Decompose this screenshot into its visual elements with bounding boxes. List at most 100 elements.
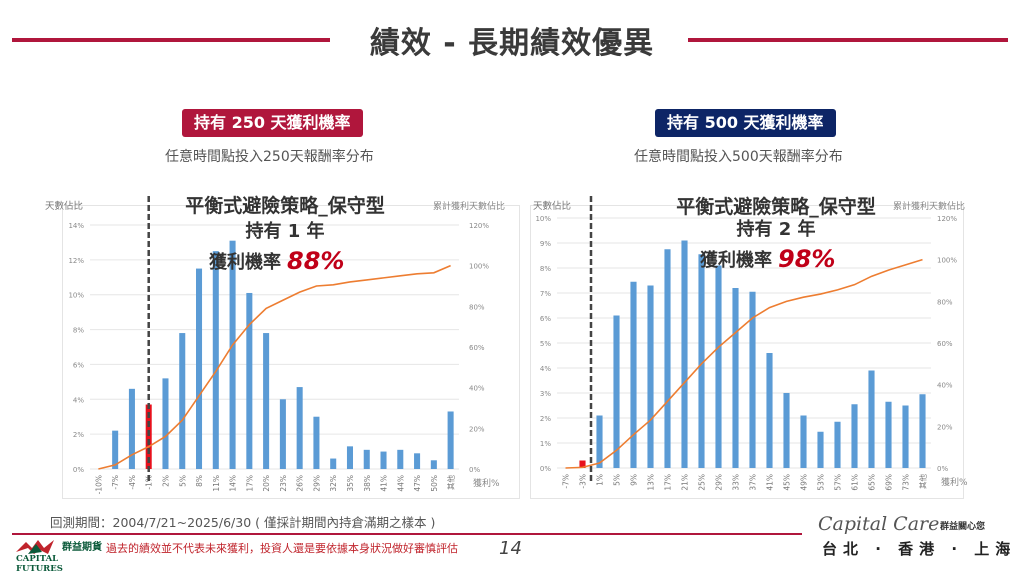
- backtest-note: 回測期間：2004/7/21~2025/6/30 ( 僅採計期間內持倉滿期之樣本…: [50, 515, 436, 530]
- x-tick-label: 11%: [212, 475, 221, 492]
- x-tick-label: 13%: [647, 474, 656, 491]
- x-tick-label: 57%: [834, 474, 843, 491]
- overlay-prob-value: 98%: [778, 245, 835, 273]
- chart-1-content: 0% 1% 2% 3% 4% 5% 6% 7% 8% 9% 10% 0% 20% 40% 60% 80% 100…: [533, 195, 968, 491]
- y2-tick-label: 0%: [469, 466, 480, 474]
- bar: [766, 353, 773, 468]
- bar: [363, 449, 370, 469]
- subtitle-500-days: 任意時間點投入500天報酬率分布: [634, 149, 843, 165]
- bar: [212, 251, 219, 469]
- bar: [179, 333, 186, 469]
- x-tick-label: 69%: [885, 474, 894, 491]
- overlay-prob-label: 獲利機率: [209, 251, 281, 273]
- cumulative-line: [565, 258, 923, 469]
- bar: [279, 399, 286, 469]
- bar: [885, 401, 892, 468]
- bar: [630, 281, 637, 468]
- chart-0-content: 0% 2% 4% 6% 8% 10% 12% 14% 0% 20% 40% 60% 80% 100% 120…: [45, 194, 505, 494]
- bar: [196, 268, 203, 469]
- y-tick-label: 2%: [73, 431, 84, 439]
- bar: [346, 446, 353, 469]
- x-tick-label: 73%: [902, 474, 911, 491]
- bar: [817, 431, 824, 468]
- x-tick-label: 其他: [918, 474, 928, 489]
- bar: [397, 449, 404, 469]
- overlay-strategy-title: 平衡式避險策略_保守型: [676, 195, 876, 218]
- y2-tick-label: 60%: [937, 340, 953, 348]
- overlay-hold-period: 持有 2 年: [736, 218, 815, 240]
- x-tick-label: 29%: [715, 474, 724, 491]
- bar: [430, 460, 437, 469]
- y2-tick-label: 20%: [937, 423, 953, 431]
- y2-axis-label: 累計獲利天數佔比: [433, 200, 505, 212]
- brand-slogan: 群益關心您: [940, 522, 986, 532]
- y-axis-label: 天數佔比: [45, 200, 83, 212]
- bar: [596, 415, 603, 468]
- bar: [613, 315, 620, 468]
- x-tick-label: 37%: [749, 474, 758, 491]
- footer-rule: [12, 533, 802, 535]
- bar: [112, 430, 119, 469]
- x-tick-label: 其他: [446, 475, 456, 490]
- page-number: 14: [499, 538, 522, 559]
- y-tick-label: 4%: [540, 365, 551, 373]
- y-tick-label: 7%: [540, 290, 551, 298]
- y2-tick-label: 0%: [937, 465, 948, 473]
- bar: [647, 285, 654, 468]
- bar: [902, 405, 909, 468]
- overlay-prob-value: 88%: [287, 247, 344, 275]
- bar: [162, 378, 169, 469]
- x-tick-label: 53%: [817, 474, 826, 491]
- capital-futures-logo: 群益期貨 CAPITAL FUTURES: [14, 538, 106, 574]
- x-tick-label: 5%: [178, 475, 187, 487]
- bar: [783, 393, 790, 468]
- x-tick-label: 5%: [613, 474, 622, 486]
- bar: [263, 333, 270, 469]
- y-tick-label: 6%: [540, 315, 551, 323]
- bar: [313, 416, 320, 469]
- y2-tick-label: 80%: [469, 303, 485, 311]
- company-name-cn: 群益期貨: [62, 542, 102, 553]
- x-tick-label: 35%: [346, 475, 355, 492]
- x-tick-label: 26%: [296, 475, 305, 492]
- x-tick-label: 8%: [195, 475, 204, 487]
- title-rule-left: [12, 38, 330, 42]
- disclaimer: 過去的績效並不代表未來獲利，投資人還是要依據本身狀況做好審慎評估: [106, 542, 458, 555]
- bar: [715, 265, 722, 468]
- y2-axis-label: 累計獲利天數佔比: [893, 200, 965, 212]
- x-tick-label: 41%: [766, 474, 775, 491]
- chart-250-days-svg: 0% 2% 4% 6% 8% 10% 12% 14% 0% 20% 40% 60% 80% 100% 120…: [45, 194, 505, 494]
- x-tick-label: -7%: [562, 474, 571, 489]
- x-tick-label: 21%: [681, 474, 690, 491]
- x-tick-label: -1%: [145, 475, 154, 490]
- eagle-logo-icon: [16, 540, 54, 554]
- y2-tick-label: 20%: [469, 425, 485, 433]
- x-tick-label: 2%: [161, 475, 170, 487]
- x-tick-label: 23%: [279, 475, 288, 492]
- bar: [296, 387, 303, 469]
- y2-tick-label: 100%: [937, 257, 957, 265]
- bar: [800, 415, 807, 468]
- y-tick-label: 0%: [73, 466, 84, 474]
- x-tick-label: 14%: [229, 475, 238, 492]
- y-tick-label: 4%: [73, 396, 84, 404]
- bar: [664, 249, 671, 468]
- x-axis-label: 獲利%: [473, 477, 500, 489]
- x-tick-label: 17%: [664, 474, 673, 491]
- bar: [681, 240, 688, 468]
- y-tick-label: 8%: [540, 265, 551, 273]
- y-tick-label: 1%: [540, 440, 551, 448]
- bar: [229, 240, 236, 469]
- bar: [698, 254, 705, 468]
- x-axis-label: 獲利%: [941, 476, 968, 488]
- y-axis-label: 天數佔比: [533, 200, 571, 212]
- chart-250-days: 0% 2% 4% 6% 8% 10% 12% 14% 0% 20% 40% 60% 80% 100% 120…: [45, 194, 520, 499]
- y-tick-label: 5%: [540, 340, 551, 348]
- page-title: 績效 - 長期績效優異: [369, 26, 655, 61]
- y-tick-label: 10%: [68, 292, 84, 300]
- highlight-bar: [145, 404, 152, 469]
- x-tick-label: 47%: [413, 475, 422, 492]
- subtitle-250-days: 任意時間點投入250天報酬率分布: [165, 149, 374, 165]
- cities: 台北 · 香港 · 上海: [822, 540, 1017, 558]
- y-tick-label: 8%: [73, 327, 84, 335]
